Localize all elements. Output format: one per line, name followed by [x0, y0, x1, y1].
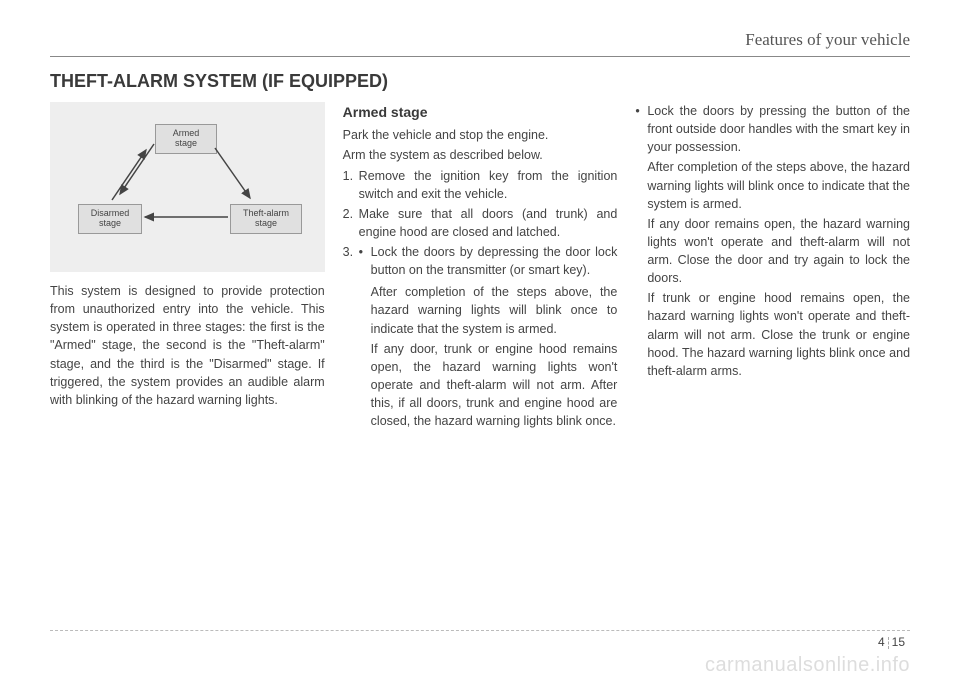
section-header: Features of your vehicle: [50, 30, 910, 57]
armed-stage-heading: Armed stage: [343, 102, 618, 122]
step-3a-text: Lock the doors by depressing the door lo…: [371, 243, 618, 279]
column-2: Armed stage Park the vehicle and stop th…: [343, 102, 618, 432]
col3-p3: If any door remains open, the hazard war…: [647, 215, 910, 288]
step-1-text: Remove the ignition key from the ignitio…: [359, 167, 618, 203]
bullet-mark: •: [359, 243, 371, 279]
col3-bullet: • Lock the doors by pressing the button …: [635, 102, 910, 156]
col1-paragraph: This system is designed to provide prote…: [50, 282, 325, 409]
page-num-right: 15: [892, 635, 905, 649]
col2-p2: Arm the system as described below.: [343, 146, 618, 164]
step-3-num: 3.: [343, 243, 359, 281]
page-title: THEFT-ALARM SYSTEM (IF EQUIPPED): [50, 71, 910, 92]
step-3-text: • Lock the doors by depressing the door …: [359, 243, 618, 281]
column-1: Armed stage Disarmed stage Theft-alarm s…: [50, 102, 325, 432]
col2-p1: Park the vehicle and stop the engine.: [343, 126, 618, 144]
col3-b1: Lock the doors by pressing the button of…: [647, 102, 910, 156]
step-2: 2. Make sure that all doors (and trunk) …: [343, 205, 618, 241]
step-3c-text: If any door, trunk or engine hood remain…: [371, 340, 618, 431]
watermark: carmanualsonline.info: [705, 654, 910, 677]
page-number: 4 15: [878, 635, 905, 649]
step-2-text: Make sure that all doors (and trunk) and…: [359, 205, 618, 241]
page-num-left: 4: [878, 635, 885, 649]
footer-divider: [50, 630, 910, 631]
column-3: • Lock the doors by pressing the button …: [635, 102, 910, 432]
manual-page: Features of your vehicle THEFT-ALARM SYS…: [0, 0, 960, 689]
step-1-num: 1.: [343, 167, 359, 203]
content-columns: Armed stage Disarmed stage Theft-alarm s…: [50, 102, 910, 432]
step-3: 3. • Lock the doors by depressing the do…: [343, 243, 618, 281]
step-1: 1. Remove the ignition key from the igni…: [343, 167, 618, 203]
diagram-arrows: [50, 102, 320, 272]
col3-p4: If trunk or engine hood remains open, th…: [647, 289, 910, 380]
stage-diagram: Armed stage Disarmed stage Theft-alarm s…: [50, 102, 325, 272]
step-3b-text: After completion of the steps above, the…: [371, 283, 618, 337]
col3-p2: After completion of the steps above, the…: [647, 158, 910, 212]
bullet-mark-2: •: [635, 102, 647, 156]
step-2-num: 2.: [343, 205, 359, 241]
